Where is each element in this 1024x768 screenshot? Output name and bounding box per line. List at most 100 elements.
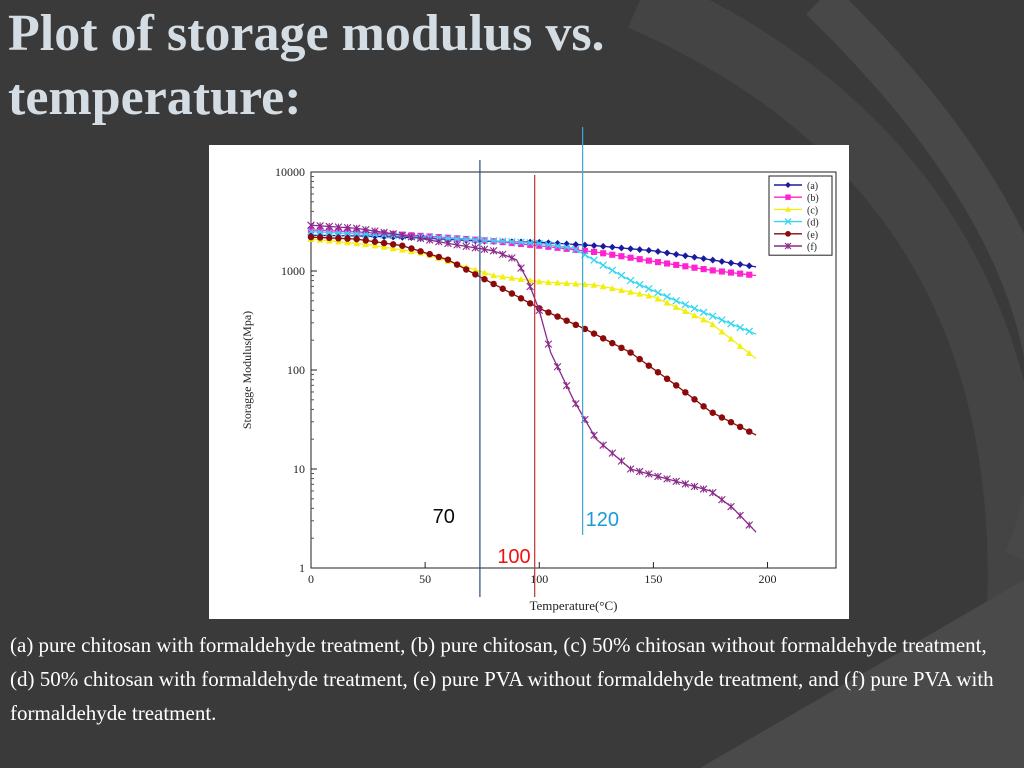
series-c-point [663, 299, 671, 306]
series-e-point [526, 300, 534, 307]
series-f-point [435, 237, 443, 246]
y-tick-label: 10 [293, 462, 305, 476]
series-c-point [736, 342, 744, 349]
series-b-point [581, 247, 588, 254]
series-d-point [590, 256, 598, 264]
series-d-point [307, 227, 315, 236]
series-f-line [310, 224, 757, 533]
series-e-point [371, 238, 379, 245]
series-e-point [609, 339, 616, 347]
series-d-point [626, 276, 635, 285]
series-d-point [453, 234, 461, 243]
legend-b-label: (b) [807, 193, 819, 204]
series-d-point [617, 271, 626, 280]
y-tick-label: 1000 [281, 264, 305, 278]
series-d-point [462, 235, 471, 244]
series-d-point [325, 228, 334, 237]
series-a-point [691, 253, 698, 261]
series-f-point [352, 224, 361, 233]
title-line-1: Plot of storage modulus vs. [8, 5, 605, 62]
title-line-2: temperature: [8, 69, 302, 126]
y-tick-label: 1 [299, 561, 305, 575]
series-f-point [316, 222, 324, 230]
series-e-point [508, 290, 516, 297]
series-a-point [645, 246, 653, 254]
series-e-point [736, 423, 744, 431]
legend-a-label: (a) [807, 181, 818, 192]
series-a-point [709, 256, 717, 264]
series-b-point [426, 233, 433, 240]
series-d-point [343, 229, 352, 238]
series-f-point [462, 242, 471, 251]
series-b-point [737, 270, 744, 277]
series-f-point [508, 254, 516, 262]
series-f-point [544, 340, 553, 348]
chart-panel: 0 50 100 150 200 1 10 100 1000 10000 Temperature(°… [209, 127, 849, 619]
series-e-point [490, 280, 497, 288]
series-c-point [544, 278, 552, 285]
series-a-point [718, 258, 726, 265]
series-a-point [572, 241, 580, 248]
series-f-point [590, 431, 598, 440]
series-d-point [316, 228, 324, 236]
series-e-point [718, 414, 726, 421]
series-d-point [334, 229, 343, 237]
series-d-point [727, 319, 735, 328]
series-b-point [563, 245, 570, 252]
series-f-point [480, 245, 489, 254]
series-e-point [581, 325, 589, 333]
x-tick-label: 50 [419, 572, 431, 586]
series-c-point [718, 328, 726, 335]
series-f-point [553, 362, 562, 371]
series-c-point [517, 275, 525, 282]
series-d-point [526, 239, 534, 247]
series-f-point [708, 488, 717, 497]
series-d-point [663, 292, 671, 301]
y-tick-label: 100 [287, 363, 305, 377]
series-c-point [654, 295, 662, 302]
series-c-point [389, 245, 397, 252]
series-b-point [335, 228, 342, 235]
series-e-point [316, 234, 324, 241]
legend-box [768, 175, 833, 256]
series-f-point [699, 485, 708, 493]
series-e-point [326, 234, 333, 242]
series-c-point [590, 281, 598, 288]
series-e-point [700, 403, 707, 410]
series-a-point [608, 243, 616, 251]
series-b-point [691, 264, 698, 271]
series-b-point [664, 260, 671, 267]
series-f-point [608, 449, 617, 457]
series-f-point [526, 282, 534, 291]
legend-e-label: (e) [807, 230, 818, 241]
series-e-point [682, 389, 689, 396]
legend-d-marker [784, 218, 792, 226]
series-d-point [535, 239, 544, 248]
series-b-point [718, 268, 725, 275]
series-e-point [663, 375, 671, 383]
series-c-point [645, 292, 653, 299]
series-f-point [334, 223, 343, 231]
legend-f-label: (f) [807, 242, 817, 253]
series-d-point [690, 304, 699, 313]
series-a-point [535, 238, 543, 246]
plot-frame [310, 171, 837, 569]
series-e-point [645, 362, 653, 369]
series-f-point [489, 247, 498, 255]
series-a-point [599, 242, 607, 250]
series-c-point [398, 246, 406, 253]
series-d-point [608, 266, 617, 275]
series-e-point [654, 368, 662, 376]
series-e-point [444, 256, 452, 263]
x-tick-label: 150 [644, 572, 662, 586]
series-c-point [371, 242, 379, 249]
series-e-point [727, 418, 735, 426]
series-f-point [517, 264, 525, 272]
series-d-point [599, 261, 607, 270]
series-e-point [545, 309, 552, 316]
series-c-point [362, 240, 370, 248]
series-a-point [663, 249, 671, 257]
series-b-point [536, 242, 543, 249]
series-d-point [498, 237, 507, 246]
series-b-point [353, 228, 360, 236]
